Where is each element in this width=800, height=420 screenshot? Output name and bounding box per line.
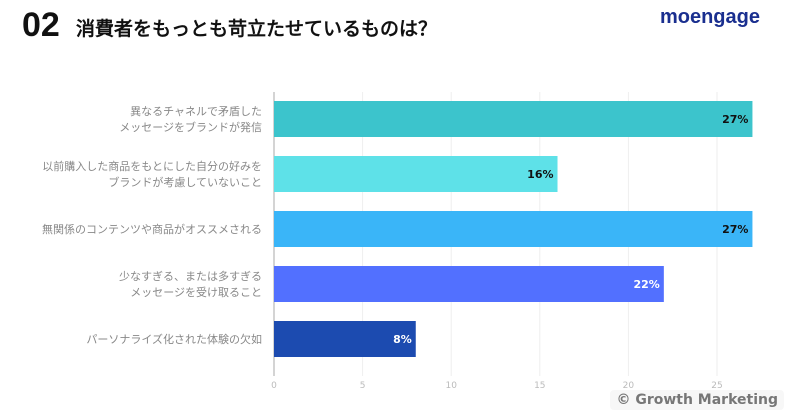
x-tick-label: 5 bbox=[360, 381, 366, 391]
credit-watermark: © Growth Marketing bbox=[610, 390, 784, 410]
category-label: 異なるチャネルで矛盾した bbox=[130, 105, 262, 118]
category-label: ブランドが考慮していないこと bbox=[108, 175, 262, 189]
data-label: 22% bbox=[633, 278, 659, 291]
x-tick-label: 10 bbox=[445, 381, 457, 391]
x-tick-label: 15 bbox=[534, 381, 545, 391]
bar bbox=[274, 156, 558, 192]
data-label: 16% bbox=[527, 168, 553, 181]
page-title: 消費者をもっとも苛立たせているものは？ bbox=[76, 18, 438, 40]
section-number: 02 bbox=[22, 6, 60, 44]
moengage-logo: moengage bbox=[659, 6, 760, 28]
data-label: 27% bbox=[722, 113, 748, 126]
data-label: 27% bbox=[722, 223, 748, 236]
x-tick-label: 20 bbox=[623, 381, 635, 391]
bar bbox=[274, 211, 753, 247]
x-tick-label: 0 bbox=[271, 381, 277, 391]
bar bbox=[274, 266, 664, 302]
category-label: メッセージを受け取ること bbox=[130, 286, 262, 299]
category-label: 無関係のコンテンツや商品がオススメされる bbox=[42, 222, 262, 236]
category-label: パーソナライズ化された体験の欠如 bbox=[86, 332, 262, 346]
category-label: 以前購入した商品をもとにした自分の好みを bbox=[42, 159, 262, 173]
x-tick-label: 25 bbox=[711, 381, 722, 391]
bar bbox=[274, 321, 416, 357]
category-label: メッセージをブランドが発信 bbox=[119, 120, 262, 134]
bar bbox=[274, 101, 753, 137]
data-label: 8% bbox=[393, 333, 412, 346]
category-label: 少なすぎる、または多すぎる bbox=[119, 269, 262, 283]
